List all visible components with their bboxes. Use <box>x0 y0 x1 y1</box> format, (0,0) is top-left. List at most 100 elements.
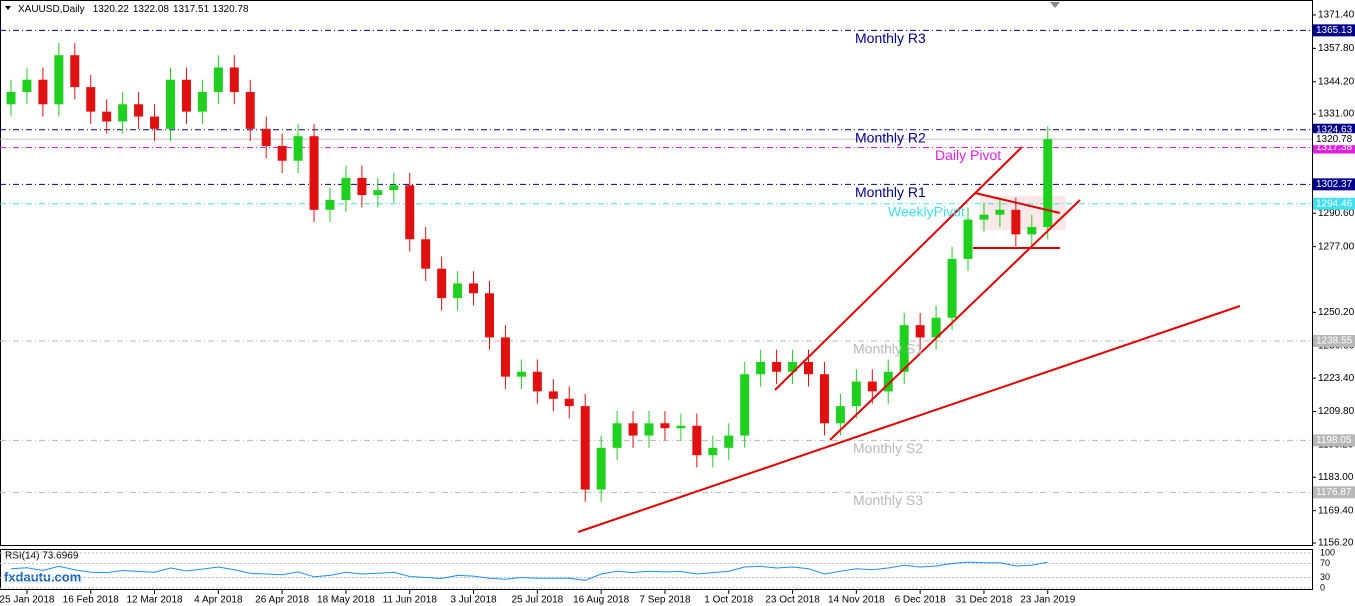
header-low: 1317.51 <box>173 4 210 15</box>
candle-body <box>485 293 494 338</box>
y-tick-label: 1156.20 <box>1318 538 1354 549</box>
level-label: Monthly S3 <box>853 492 923 508</box>
candle-body <box>197 92 207 112</box>
candle-body <box>213 67 223 93</box>
candle-body <box>724 435 734 448</box>
trendlines <box>577 146 1241 533</box>
candle-body <box>134 104 144 117</box>
y-tick-label: 1331.00 <box>1318 109 1355 120</box>
candle-body <box>947 258 957 318</box>
level-label: Monthly S1 <box>853 341 923 357</box>
x-tick-label: 31 Dec 2018 <box>956 595 1013 606</box>
header-high: 1322.08 <box>133 4 170 15</box>
candle-body <box>86 87 96 112</box>
x-tick-label: 14 Nov 2018 <box>828 595 885 606</box>
candle-body <box>245 92 255 129</box>
y-tick-label: 1209.80 <box>1318 406 1355 417</box>
header-arrow <box>5 6 11 10</box>
price-label-bg <box>1313 197 1355 210</box>
price-label: 1317.38 <box>1316 142 1353 153</box>
price-label-bg <box>1313 24 1355 37</box>
level-label: WeeklyPivot <box>888 203 965 219</box>
rsi-label: RSI(14) 73.6969 <box>5 551 79 562</box>
candle-body <box>277 146 287 161</box>
candle-body <box>596 447 606 490</box>
candle-body <box>389 185 399 191</box>
y-tick-label: 1371.40 <box>1318 10 1355 21</box>
candle-body <box>70 55 80 88</box>
candle-body <box>229 67 239 93</box>
price-label-bg <box>1313 334 1355 347</box>
level-label: Daily Pivot <box>935 147 1001 163</box>
candle-body <box>293 136 303 161</box>
candle-body <box>1043 139 1053 227</box>
candle-body <box>660 423 670 429</box>
main-panel-border <box>0 0 1313 546</box>
candle-body <box>899 325 909 372</box>
candle-body <box>995 209 1005 215</box>
level-label: Monthly R3 <box>855 30 926 46</box>
candle-body <box>102 111 112 122</box>
candle-body <box>915 325 925 338</box>
candle-body <box>1011 209 1021 235</box>
y-tick-label: 1357.80 <box>1318 43 1355 54</box>
header-open: 1320.22 <box>93 4 130 15</box>
candle-body <box>564 398 574 407</box>
price-label: 1324.63 <box>1316 124 1353 135</box>
symbol: XAUUSD,Daily <box>18 4 85 15</box>
x-tick-label: 3 Jul 2018 <box>450 595 497 606</box>
x-tick-label: 11 Jun 2018 <box>383 595 438 606</box>
x-tick-label: 12 Mar 2018 <box>126 595 183 606</box>
candle-body <box>979 214 989 220</box>
candle-body <box>309 136 319 210</box>
candle-body <box>963 219 973 259</box>
candle-body <box>772 361 782 372</box>
candle-body <box>54 55 64 105</box>
x-tick-label: 6 Dec 2018 <box>895 595 947 606</box>
y-tick-label: 1344.20 <box>1318 76 1355 87</box>
candle-body <box>261 128 271 147</box>
candle-body <box>788 361 798 372</box>
price-label: 1238.55 <box>1316 336 1353 347</box>
candle-body <box>612 423 622 448</box>
candle-body <box>692 425 702 456</box>
candle-body <box>628 423 638 436</box>
x-tick-label: 25 Jul 2018 <box>511 595 563 606</box>
candle-body <box>405 185 415 240</box>
watermark: fxdautu.com <box>4 569 81 584</box>
candle-body <box>883 371 893 392</box>
candle-body <box>38 79 48 105</box>
price-label: 1365.13 <box>1316 25 1353 36</box>
candle-body <box>676 425 686 429</box>
candle-body <box>469 283 479 294</box>
trendline <box>577 305 1241 533</box>
rsi-panel-border <box>0 549 1313 590</box>
candle-body <box>740 374 750 436</box>
trendline <box>774 146 1023 391</box>
candle-body <box>756 361 766 375</box>
candle-body <box>166 79 175 129</box>
candle-body <box>819 374 829 424</box>
price-label-bg <box>1313 123 1355 136</box>
x-tick-label: 18 May 2018 <box>317 595 375 606</box>
candle-body <box>931 317 941 338</box>
header-close: 1320.78 <box>212 4 249 15</box>
x-tick-label: 4 Apr 2018 <box>194 595 243 606</box>
x-tick-label: 23 Oct 2018 <box>765 595 820 606</box>
price-label-bg <box>1313 178 1355 191</box>
y-tick-label: 1250.20 <box>1318 307 1355 318</box>
candle-body <box>118 104 128 122</box>
x-tick-label: 26 Apr 2018 <box>255 595 309 606</box>
x-tick-label: 16 Aug 2018 <box>573 595 630 606</box>
y-tick-label: 1290.60 <box>1318 208 1355 219</box>
price-label: 1198.05 <box>1316 435 1352 446</box>
x-tick-label: 7 Sep 2018 <box>639 595 691 606</box>
rsi-tick-label: 100 <box>1320 547 1335 557</box>
rsi-line <box>10 561 1048 581</box>
candle-body <box>357 177 367 196</box>
candle-body <box>804 361 813 375</box>
candle-body <box>6 92 16 105</box>
candle-body <box>437 268 447 299</box>
